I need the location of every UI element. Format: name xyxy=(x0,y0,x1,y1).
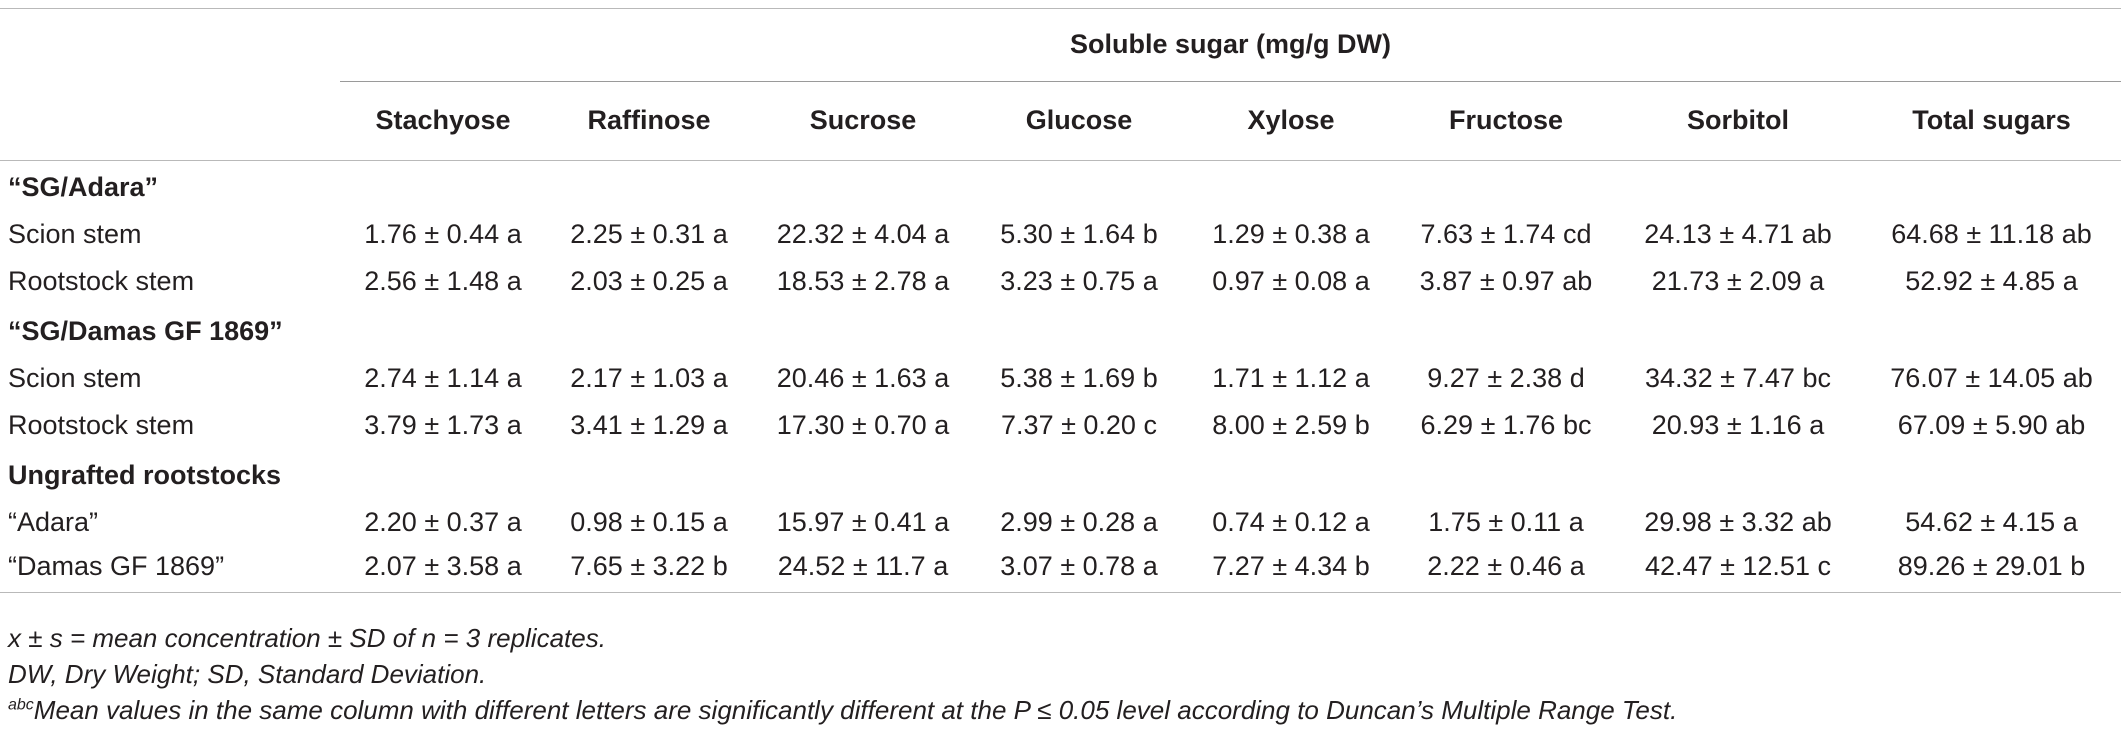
table-cell: 2.56 ± 1.48 a xyxy=(364,265,522,296)
footnote-significance: abcMean values in the same column with d… xyxy=(8,695,1678,725)
row-label: Rootstock stem xyxy=(8,265,195,296)
table-cell: 3.41 ± 1.29 a xyxy=(570,409,728,440)
table-cell: 2.03 ± 0.25 a xyxy=(570,265,728,296)
table-cell: 64.68 ± 11.18 ab xyxy=(1891,218,2092,249)
table-row: Scion stem 2.74 ± 1.14 a 2.17 ± 1.03 a 20.4… xyxy=(0,355,2121,402)
group-header: Soluble sugar (mg/g DW) xyxy=(1070,29,1391,60)
table-cell: 2.17 ± 1.03 a xyxy=(570,362,728,393)
table-cell: 76.07 ± 14.05 ab xyxy=(1890,362,2093,393)
row-label: Rootstock stem xyxy=(8,409,195,440)
table-cell: 3.87 ± 0.97 ab xyxy=(1419,265,1593,296)
table-cell: 20.46 ± 1.63 a xyxy=(776,362,950,393)
table-cell: 29.98 ± 3.32 ab xyxy=(1644,506,1832,537)
table-cell: 2.99 ± 0.28 a xyxy=(1000,506,1158,537)
table-cell: 1.71 ± 1.12 a xyxy=(1212,362,1370,393)
section-title: Ungrafted rootstocks xyxy=(8,460,282,490)
table-cell: 7.65 ± 3.22 b xyxy=(546,545,752,593)
group-header-row: Soluble sugar (mg/g DW) xyxy=(0,9,2121,81)
row-label: Scion stem xyxy=(8,218,142,249)
table-cell: 2.07 ± 3.58 a xyxy=(340,545,546,593)
table-cell: 18.53 ± 2.78 a xyxy=(776,265,950,296)
table-cell: 5.38 ± 1.69 b xyxy=(1000,362,1158,393)
section-header-row: Ungrafted rootstocks xyxy=(0,449,2121,499)
column-header: Sorbitol xyxy=(1614,81,1862,161)
row-label: “Damas GF 1869” xyxy=(0,545,340,593)
table-cell: 3.23 ± 0.75 a xyxy=(1000,265,1158,296)
table-cell: 22.32 ± 4.04 a xyxy=(776,218,950,249)
table-cell: 34.32 ± 7.47 bc xyxy=(1645,362,1831,393)
footnote-abbreviations: DW, Dry Weight; SD, Standard Deviation. xyxy=(8,659,487,689)
table-cell: 89.26 ± 29.01 b xyxy=(1862,545,2121,593)
section-title: “SG/Adara” xyxy=(8,172,159,203)
table-cell: 20.93 ± 1.16 a xyxy=(1651,409,1825,440)
table-cell: 2.74 ± 1.14 a xyxy=(364,362,522,393)
footnote-replicates: x ± s = mean concentration ± SD of n = 3… xyxy=(8,623,606,653)
table-cell: 1.75 ± 0.11 a xyxy=(1428,506,1584,537)
table-cell: 67.09 ± 5.90 ab xyxy=(1897,409,2086,440)
table-row: “Adara” 2.20 ± 0.37 a 0.98 ± 0.15 a 15.97 ±… xyxy=(0,499,2121,546)
table-cell: 52.92 ± 4.85 a xyxy=(1905,265,2078,296)
table-cell: 0.97 ± 0.08 a xyxy=(1212,265,1370,296)
table-footnotes: x ± s = mean concentration ± SD of n = 3… xyxy=(8,620,1677,728)
row-label: “Adara” xyxy=(8,506,99,537)
section-header-row: “SG/Damas GF 1869” xyxy=(0,305,2121,355)
column-header: Raffinose xyxy=(546,81,752,161)
table-cell: 7.63 ± 1.74 cd xyxy=(1420,218,1592,249)
table-row: Rootstock stem 2.56 ± 1.48 a 2.03 ± 0.25 a… xyxy=(0,258,2121,305)
table-cell: 24.13 ± 4.71 ab xyxy=(1644,218,1832,249)
column-header: Sucrose xyxy=(752,81,974,161)
table-row: “Damas GF 1869” 2.07 ± 3.58 a 7.65 ± 3.22 … xyxy=(0,545,2121,593)
column-header: Total sugars xyxy=(1862,81,2121,161)
column-header: Xylose xyxy=(1184,81,1398,161)
table-cell: 7.37 ± 0.20 c xyxy=(1001,409,1157,440)
table-row: Scion stem 1.76 ± 0.44 a 2.25 ± 0.31 a 22.3… xyxy=(0,211,2121,258)
table-cell: 42.47 ± 12.51 c xyxy=(1614,545,1862,593)
table-cell: 2.20 ± 0.37 a xyxy=(364,506,522,537)
table-cell: 5.30 ± 1.64 b xyxy=(1000,218,1158,249)
table-cell: 6.29 ± 1.76 bc xyxy=(1420,409,1592,440)
table-cell: 1.76 ± 0.44 a xyxy=(364,218,522,249)
table-cell: 54.62 ± 4.15 a xyxy=(1905,506,2078,537)
row-label: Scion stem xyxy=(8,362,142,393)
table-cell: 1.29 ± 0.38 a xyxy=(1212,218,1370,249)
table-cell: 2.22 ± 0.46 a xyxy=(1398,545,1614,593)
table-cell: 21.73 ± 2.09 a xyxy=(1651,265,1825,296)
table-cell: 9.27 ± 2.38 d xyxy=(1427,362,1585,393)
table-cell: 0.98 ± 0.15 a xyxy=(570,506,728,537)
soluble-sugar-table: Soluble sugar (mg/g DW) Stachyose Raffin… xyxy=(0,8,2121,593)
table-cell: 2.25 ± 0.31 a xyxy=(570,218,728,249)
column-header-row: Stachyose Raffinose Sucrose Glucose Xylo… xyxy=(0,81,2121,161)
table-cell: 8.00 ± 2.59 b xyxy=(1212,409,1370,440)
table-cell: 0.74 ± 0.12 a xyxy=(1212,506,1370,537)
column-header: Stachyose xyxy=(340,81,546,161)
column-header: Glucose xyxy=(974,81,1184,161)
table-row: Rootstock stem 3.79 ± 1.73 a 3.41 ± 1.29 a… xyxy=(0,402,2121,449)
table-cell: 24.52 ± 11.7 a xyxy=(752,545,974,593)
table-cell: 3.79 ± 1.73 a xyxy=(364,409,522,440)
column-header: Fructose xyxy=(1398,81,1614,161)
footnote-superscript: abc xyxy=(8,696,34,714)
section-header-row: “SG/Adara” xyxy=(0,161,2121,211)
section-title: “SG/Damas GF 1869” xyxy=(8,316,283,346)
table-cell: 7.27 ± 4.34 b xyxy=(1184,545,1398,593)
table-cell: 17.30 ± 0.70 a xyxy=(776,409,950,440)
table-cell: 15.97 ± 0.41 a xyxy=(776,506,950,537)
table-cell: 3.07 ± 0.78 a xyxy=(974,545,1184,593)
